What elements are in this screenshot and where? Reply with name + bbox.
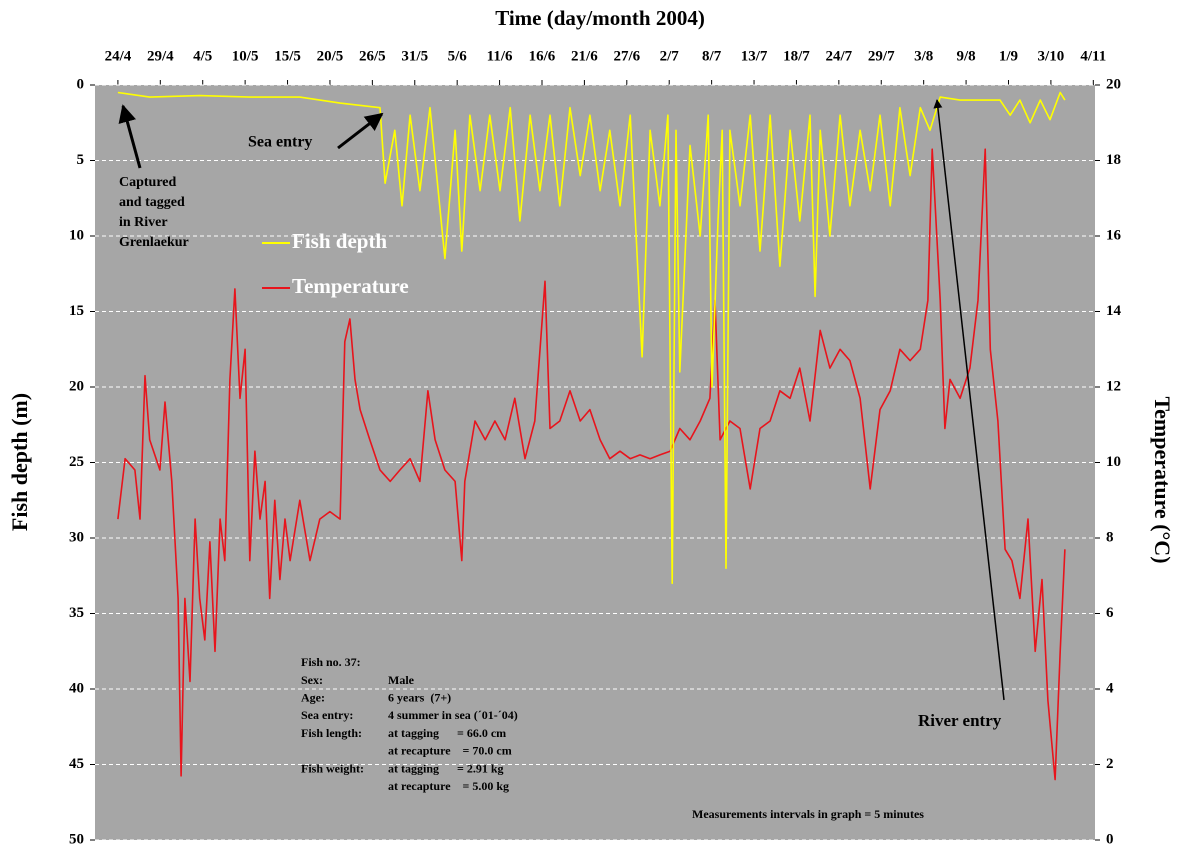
x-tick-label: 29/4: [147, 48, 174, 64]
arrow: [118, 104, 142, 169]
y2-axis-title: Temperature (°C): [1150, 396, 1175, 563]
x-tick-label: 29/7: [868, 48, 895, 64]
arrow: [933, 99, 1005, 701]
x-tick-label: 20/5: [317, 48, 344, 64]
x-tick-label: 5/6: [448, 48, 468, 64]
arrow: [337, 112, 384, 150]
y-axis-title: Fish depth (m): [7, 393, 32, 531]
y2-tick-label: 18: [1106, 152, 1121, 168]
y-tick-label: 0: [77, 76, 85, 92]
x-tick-label: 10/5: [232, 48, 259, 64]
y-tick-label: 10: [69, 227, 84, 243]
y2-tick-label: 12: [1106, 378, 1121, 394]
x-tick-label: 18/7: [783, 48, 810, 64]
x-tick-label: 8/7: [702, 48, 722, 64]
x-tick-label: 26/5: [359, 48, 386, 64]
info-value: at tagging = 2.91 kg: [388, 761, 504, 775]
annotation: in River: [119, 215, 168, 230]
y-tick-label: 5: [77, 152, 85, 168]
info-value: at recapture = 5.00 kg: [388, 779, 509, 793]
info-value: at tagging = 66.0 cm: [388, 726, 506, 740]
x-tick-label: 3/10: [1038, 48, 1065, 64]
annotation: Sea entry: [248, 134, 312, 151]
info-label: Fish length:: [301, 726, 362, 740]
x-tick-label: 24/7: [826, 48, 853, 64]
x-tick-label: 13/7: [741, 48, 768, 64]
x-tick-label: 31/5: [401, 48, 428, 64]
annotation: Captured: [119, 175, 177, 190]
info-label: Fish weight:: [301, 761, 364, 775]
y-tick-label: 40: [69, 680, 84, 696]
info-value: 6 years (7+): [388, 690, 451, 704]
y2-tick-label: 14: [1106, 303, 1122, 319]
series-line: [117, 148, 1066, 781]
x-tick-label: 4/11: [1080, 48, 1106, 64]
series-line: [117, 91, 1066, 585]
x-tick-label: 4/5: [193, 48, 212, 64]
y-tick-label: 25: [69, 454, 84, 470]
x-tick-label: 21/6: [571, 48, 598, 64]
y-tick-label: 45: [69, 756, 84, 772]
y-tick-label: 30: [69, 529, 84, 545]
annotation: Grenlaekur: [119, 235, 189, 250]
y2-tick-label: 0: [1106, 831, 1114, 847]
x-tick-label: 1/9: [999, 48, 1018, 64]
x-tick-label: 16/6: [529, 48, 556, 64]
y-tick-label: 35: [69, 605, 84, 621]
y-tick-label: 50: [69, 831, 84, 847]
x-tick-label: 3/8: [914, 48, 933, 64]
annotation: River entry: [918, 711, 1002, 730]
y2-tick-label: 6: [1106, 605, 1114, 621]
info-value: Male: [388, 673, 415, 687]
annotation: Measurements intervals in graph = 5 minu…: [692, 807, 924, 821]
info-value: 4 summer in sea (´01-´04): [388, 708, 518, 722]
y-tick-label: 15: [69, 303, 84, 319]
y2-tick-label: 8: [1106, 529, 1114, 545]
info-title: Fish no. 37:: [301, 655, 361, 669]
y-tick-label: 20: [69, 378, 84, 394]
info-label: Sea entry:: [301, 708, 353, 722]
x-tick-label: 2/7: [660, 48, 680, 64]
x-tick-label: 27/6: [613, 48, 640, 64]
info-label: Sex:: [301, 673, 323, 687]
x-tick-label: 11/6: [487, 48, 513, 64]
y2-tick-label: 4: [1106, 680, 1114, 696]
y2-tick-label: 20: [1106, 76, 1121, 92]
y2-tick-label: 16: [1106, 227, 1122, 243]
info-label: Age:: [301, 690, 325, 704]
annotation: and tagged: [119, 195, 185, 210]
legend-label: Temperature: [292, 274, 409, 298]
chart-title: Time (day/month 2004): [495, 6, 705, 30]
info-value: at recapture = 70.0 cm: [388, 744, 512, 758]
y2-tick-label: 10: [1106, 454, 1121, 470]
legend-label: Fish depth: [292, 229, 387, 253]
y2-tick-label: 2: [1106, 756, 1114, 772]
x-tick-label: 24/4: [105, 48, 132, 64]
x-tick-label: 15/5: [274, 48, 301, 64]
x-tick-label: 9/8: [956, 48, 975, 64]
